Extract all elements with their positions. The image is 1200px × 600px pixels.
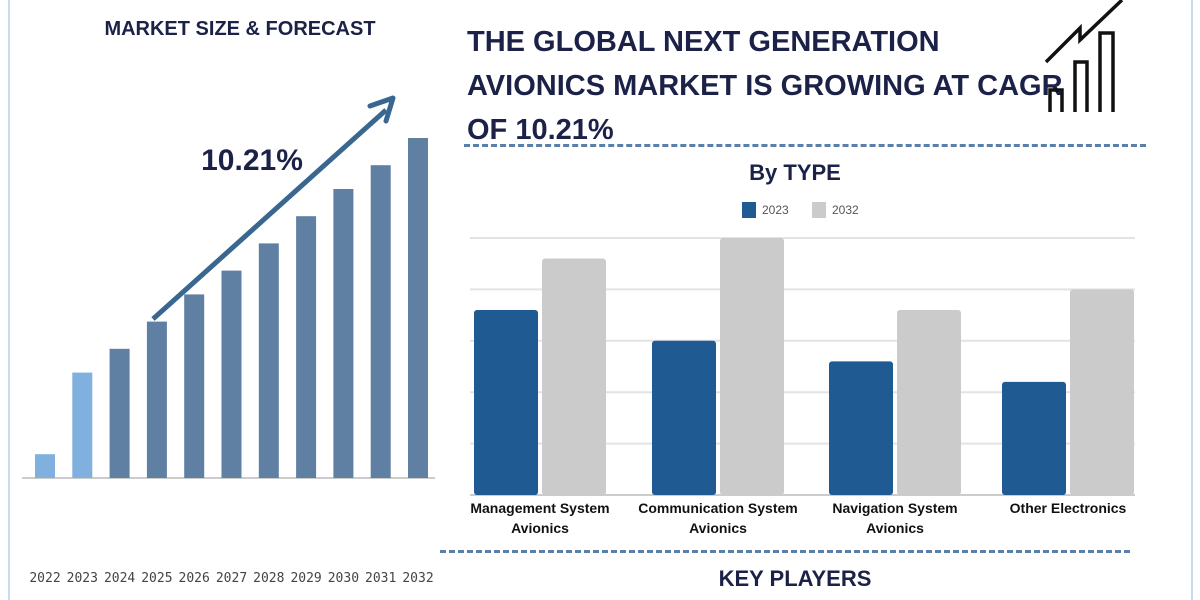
year-label-2024: 2024 (104, 571, 135, 586)
year-label-2027: 2027 (216, 571, 247, 586)
market-bar-2032 (408, 138, 428, 478)
by-type-title: By TYPE (749, 160, 841, 185)
left-border (8, 0, 10, 600)
cagr-annotation: 10.21% (201, 144, 303, 177)
type-bar-2023-2 (829, 361, 893, 495)
year-label-2029: 2029 (290, 571, 321, 586)
market-bar-2027 (221, 270, 242, 478)
legend-2023: 2023 (742, 202, 789, 218)
key-players-heading: KEY PLAYERS (718, 566, 872, 591)
market-bar-2023 (72, 372, 93, 478)
market-bar-2029 (296, 216, 317, 478)
right-border (1191, 0, 1193, 600)
year-label-2026: 2026 (179, 571, 210, 586)
type-bar-2023-1 (652, 340, 716, 495)
category-label: Navigation System Avionics (832, 500, 958, 536)
category-label: Other Electronics (1009, 500, 1127, 516)
market-bar-2031 (370, 165, 391, 478)
year-label-2022: 2022 (29, 571, 60, 586)
left-chart-title: MARKET SIZE & FORECAST (104, 18, 376, 40)
year-label-2025: 2025 (141, 571, 172, 586)
year-label-2032: 2032 (402, 571, 433, 586)
growth-arrow-icon (151, 108, 388, 321)
type-bar-2023-0 (474, 309, 538, 495)
type-bar-2032-0 (542, 258, 606, 495)
category-label: Communication System Avionics (638, 500, 798, 536)
market-bar-2022 (35, 454, 55, 478)
market-bar-2024 (109, 348, 130, 478)
legend-swatch-2023 (742, 202, 756, 218)
legend-swatch-2032 (812, 202, 826, 218)
legend-label-2023: 2023 (762, 203, 789, 217)
legend-2032: 2032 (812, 202, 859, 218)
year-label-2031: 2031 (365, 571, 396, 586)
category-label: Management System Avionics (470, 500, 610, 536)
market-bar-2026 (184, 294, 205, 478)
growth-arrow-head-icon (367, 95, 396, 124)
market-bar-2025 (146, 321, 167, 478)
type-bar-2023-3 (1002, 381, 1066, 495)
type-bar-2032-2 (897, 309, 961, 495)
type-bar-2032-1 (720, 238, 784, 495)
legend-label-2032: 2032 (832, 203, 859, 217)
market-bar-2030 (333, 189, 354, 478)
market-bar-2028 (258, 243, 279, 478)
year-label-2030: 2030 (328, 571, 359, 586)
year-label-2023: 2023 (67, 571, 98, 586)
type-bar-2032-3 (1070, 289, 1134, 495)
page-title: THE GLOBAL NEXT GENERATION AVIONICS MARK… (467, 26, 1063, 146)
title-divider (464, 144, 1146, 147)
year-label-2028: 2028 (253, 571, 284, 586)
key-players-divider (440, 550, 1130, 553)
